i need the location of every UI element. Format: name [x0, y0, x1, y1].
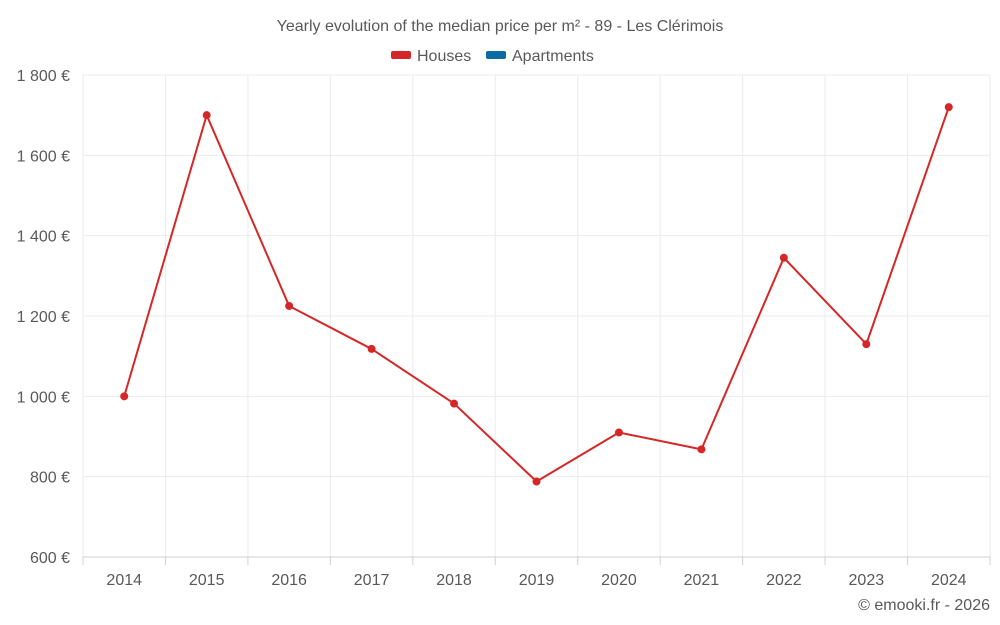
x-tick-label: 2019: [519, 572, 555, 589]
data-point-2019[interactable]: [532, 477, 541, 486]
x-tick-label: 2023: [849, 572, 885, 589]
data-point-2020[interactable]: [614, 428, 623, 437]
x-tick-label: 2024: [931, 572, 967, 589]
data-point-2018[interactable]: [450, 399, 459, 408]
data-point-2016[interactable]: [285, 301, 294, 310]
y-tick-label: 1 000 €: [17, 389, 70, 406]
x-tick-label: 2015: [189, 572, 225, 589]
legend-item-apartments[interactable]: Apartments: [486, 48, 594, 65]
legend-item-houses[interactable]: Houses: [391, 48, 471, 65]
data-point-2024[interactable]: [944, 103, 953, 112]
y-tick-label: 1 600 €: [17, 148, 70, 165]
x-tick-label: 2020: [601, 572, 637, 589]
data-point-2023[interactable]: [862, 340, 871, 349]
series-houses: [120, 103, 953, 486]
legend-label-houses: Houses: [417, 48, 471, 65]
data-point-2017[interactable]: [367, 344, 376, 353]
data-point-2022[interactable]: [779, 253, 788, 262]
x-tick-label: 2014: [106, 572, 142, 589]
legend-label-apartments: Apartments: [512, 48, 594, 65]
x-tick-label: 2021: [684, 572, 720, 589]
legend-swatch-houses: [391, 51, 411, 59]
x-tick-label: 2016: [271, 572, 307, 589]
y-tick-label: 1 800 €: [17, 68, 70, 85]
chart-title: Yearly evolution of the median price per…: [277, 18, 724, 35]
y-tick-label: 1 400 €: [17, 229, 70, 246]
x-tick-label: 2018: [436, 572, 472, 589]
data-point-2021[interactable]: [697, 445, 706, 454]
data-point-2015[interactable]: [202, 111, 211, 120]
credit-text: © emooki.fr - 2026: [858, 597, 990, 614]
y-tick-label: 1 200 €: [17, 309, 70, 326]
y-tick-label: 800 €: [30, 470, 70, 487]
y-tick-label: 600 €: [30, 550, 70, 567]
y-axis: 600 € 800 € 1 000 € 1 200 € 1 400 € 1 600 € 1 …: [17, 68, 70, 567]
grid: [82, 74, 991, 558]
x-axis: 2014 2015 2016 2017 2018 2019 2020 2021 2022 2023…: [82, 556, 991, 589]
legend-swatch-apartments: [486, 51, 506, 59]
legend: Houses Apartments: [391, 48, 594, 65]
data-point-2014[interactable]: [120, 392, 129, 401]
x-tick-label: 2022: [766, 572, 802, 589]
x-tick-label: 2017: [354, 572, 390, 589]
